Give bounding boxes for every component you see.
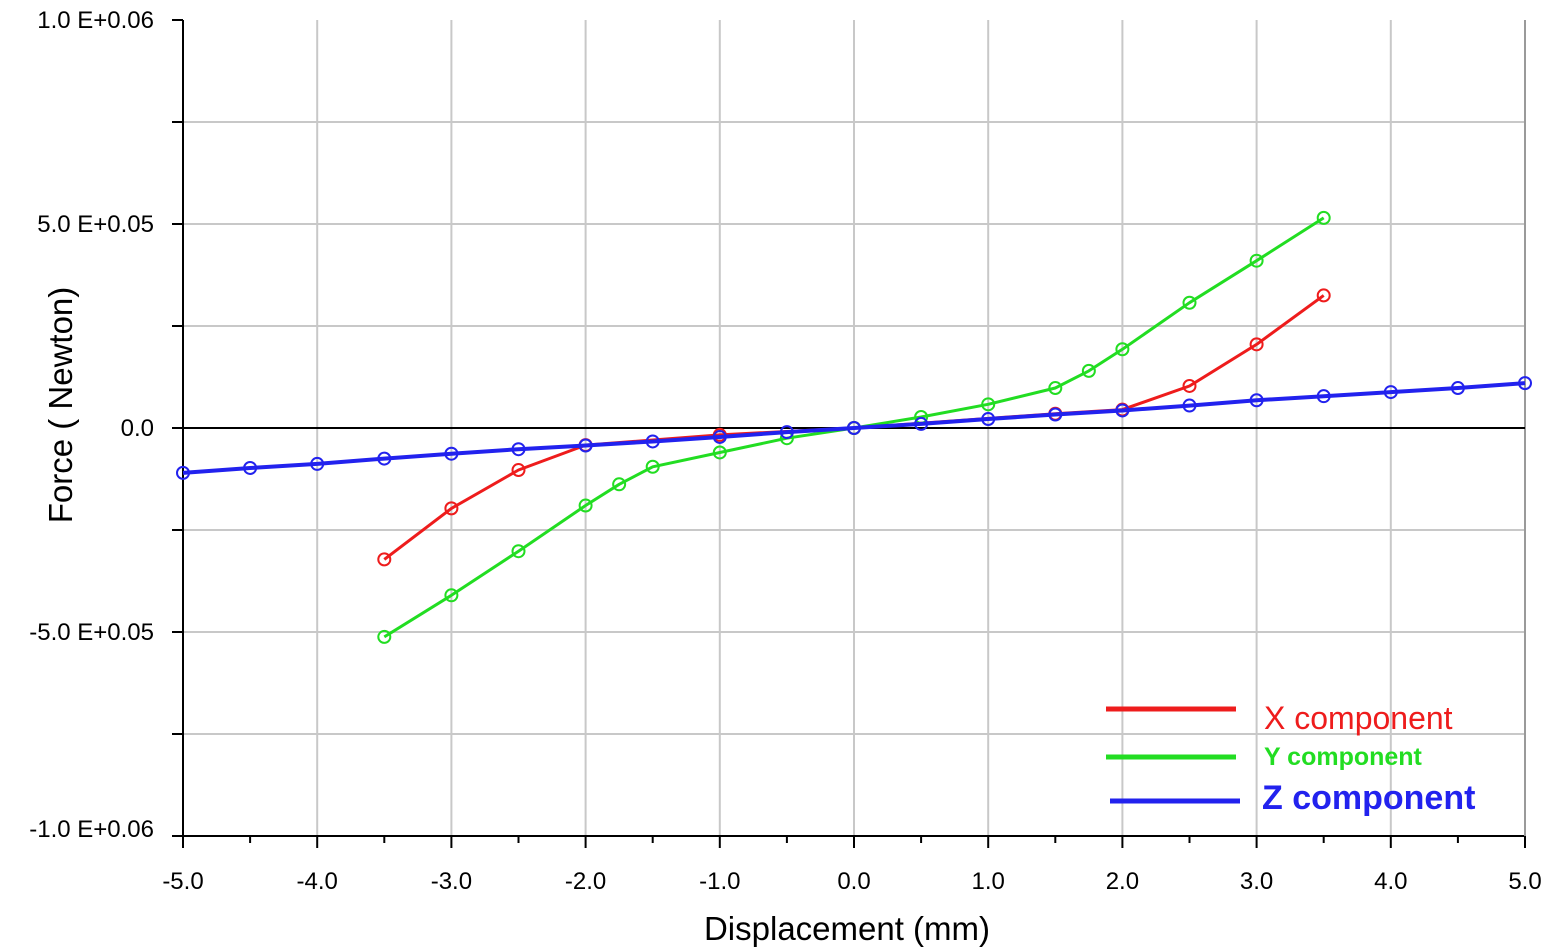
data-point bbox=[1518, 376, 1532, 391]
legend-label-z: Z component bbox=[1262, 779, 1475, 817]
y-tick-label: -5.0 E+0.05 bbox=[29, 619, 154, 646]
data-point bbox=[1383, 385, 1398, 400]
x-tick-label: -4.0 bbox=[297, 868, 338, 895]
tick-labels: -5.0 -4.0 -3.0 -2.0 -1.0 0.0 1.0 2.0 3.0 4.0 5.0 1.… bbox=[29, 7, 1541, 895]
data-point bbox=[1316, 389, 1331, 404]
data-point bbox=[377, 451, 392, 466]
data-point bbox=[1115, 403, 1130, 418]
x-tick-label: -2.0 bbox=[565, 868, 606, 895]
data-point bbox=[779, 425, 794, 440]
legend-label-x: X component bbox=[1264, 700, 1453, 736]
data-point bbox=[1182, 378, 1197, 393]
data-point bbox=[444, 446, 459, 461]
y-tick-label: 5.0 E+0.05 bbox=[37, 211, 154, 238]
y-tick-label: 1.0 E+0.06 bbox=[37, 7, 154, 34]
x-tick-label: 5.0 bbox=[1508, 868, 1541, 895]
x-tick-label: 3.0 bbox=[1240, 868, 1273, 895]
data-point bbox=[1249, 253, 1264, 268]
data-point bbox=[914, 416, 929, 431]
data-point bbox=[1316, 210, 1331, 225]
axes bbox=[172, 19, 1526, 848]
data-point bbox=[981, 397, 996, 412]
data-point bbox=[377, 552, 392, 567]
x-tick-label: -5.0 bbox=[162, 868, 203, 895]
series-layer bbox=[176, 210, 1532, 644]
y-axis-title: Force ( Newton) bbox=[42, 287, 79, 524]
data-point bbox=[1316, 288, 1331, 303]
data-point bbox=[176, 465, 190, 480]
data-point bbox=[1048, 407, 1063, 422]
data-point bbox=[444, 588, 459, 603]
data-point bbox=[712, 429, 727, 444]
data-point bbox=[1450, 381, 1465, 396]
y-tick-label: -1.0 E+0.06 bbox=[29, 816, 154, 843]
data-point bbox=[243, 460, 258, 475]
x-tick-label: 2.0 bbox=[1106, 868, 1139, 895]
x-tick-label: -1.0 bbox=[699, 868, 740, 895]
data-point bbox=[1182, 398, 1197, 413]
data-point bbox=[578, 438, 593, 453]
data-point bbox=[1249, 337, 1264, 352]
data-point bbox=[645, 459, 660, 474]
data-point bbox=[1115, 342, 1130, 357]
x-tick-label: 1.0 bbox=[972, 868, 1005, 895]
legend-label-y: Y component bbox=[1264, 743, 1423, 771]
data-point bbox=[578, 498, 593, 513]
data-point bbox=[612, 477, 627, 492]
y-tick-label: 0.0 bbox=[121, 415, 154, 442]
x-tick-label: -3.0 bbox=[431, 868, 472, 895]
series-line bbox=[182, 381, 1526, 475]
data-point bbox=[1182, 295, 1197, 310]
data-point bbox=[511, 442, 526, 457]
data-point bbox=[444, 501, 459, 516]
data-point bbox=[712, 445, 727, 460]
data-point bbox=[847, 421, 861, 435]
data-point bbox=[1048, 381, 1063, 396]
data-point bbox=[645, 434, 660, 449]
data-point bbox=[310, 456, 325, 471]
data-point bbox=[1249, 393, 1264, 408]
x-tick-label: 0.0 bbox=[837, 868, 870, 895]
data-point bbox=[981, 412, 996, 427]
data-point bbox=[511, 463, 526, 478]
data-point bbox=[511, 544, 526, 559]
data-point bbox=[377, 629, 392, 644]
data-point bbox=[1081, 363, 1096, 378]
series-z-component bbox=[176, 376, 1532, 480]
x-axis-title: Displacement (mm) bbox=[704, 910, 990, 947]
legend: X component Y component Z component bbox=[1106, 700, 1475, 817]
x-tick-label: 4.0 bbox=[1374, 868, 1407, 895]
